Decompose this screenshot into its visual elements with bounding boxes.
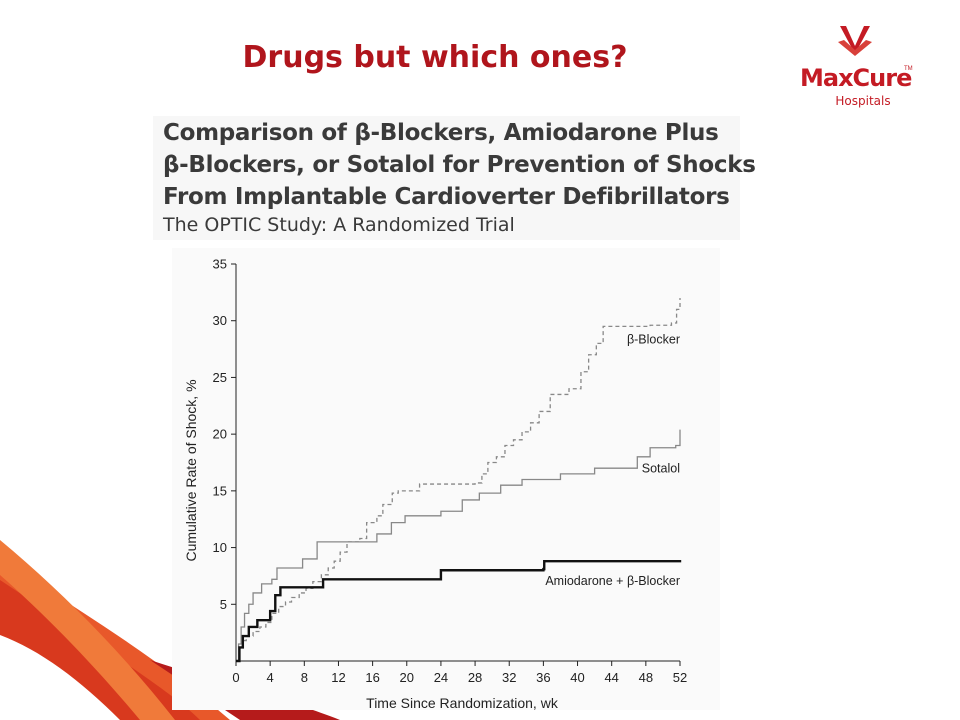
x-tick-label: 44: [604, 670, 618, 685]
x-tick-label: 28: [468, 670, 482, 685]
y-tick-label: 25: [213, 370, 227, 385]
x-tick-label: 20: [400, 670, 414, 685]
paper-subtitle: The OPTIC Study: A Randomized Trial: [163, 214, 515, 236]
y-tick-label: 15: [213, 483, 227, 498]
series-line-2: [236, 559, 682, 663]
x-tick-label: 52: [673, 670, 687, 685]
x-tick-label: 24: [434, 670, 448, 685]
x-tick-label: 0: [232, 670, 239, 685]
x-tick-label: 32: [502, 670, 516, 685]
shock-rate-chart: 0 4 8 12 16 20 24 28 32 36 40 44 48 525101520253035Ti…: [183, 257, 687, 711]
paper-title-line: From Implantable Cardioverter Defibrilla…: [163, 184, 730, 210]
y-tick-label: 35: [213, 257, 227, 272]
slide-title: Drugs but which ones?: [242, 40, 628, 75]
series-label: β-Blocker: [627, 332, 680, 346]
paper-title-block: Comparison of β-Blockers, Amiodarone Plu…: [153, 116, 756, 240]
paper-title-line: Comparison of β-Blockers, Amiodarone Plu…: [163, 120, 719, 146]
logo-trademark: TM: [904, 66, 913, 72]
butterfly-logo-icon: [838, 26, 872, 56]
series-label: Amiodarone + β-Blocker: [545, 574, 680, 588]
x-axis-title: Time Since Randomization, wk: [366, 695, 559, 710]
y-tick-label: 5: [220, 597, 227, 612]
x-tick-label: 12: [331, 670, 345, 685]
paper-title-line: β-Blockers, or Sotalol for Prevention of…: [163, 152, 756, 178]
y-tick-label: 10: [213, 540, 227, 555]
x-tick-label: 48: [639, 670, 653, 685]
series-line-0: [236, 298, 681, 662]
y-tick-label: 30: [213, 313, 227, 328]
x-tick-label: 8: [301, 670, 308, 685]
x-tick-label: 4: [267, 670, 274, 685]
maxcure-logo: MaxCure TM Hospitals: [800, 20, 913, 110]
x-tick-label: 16: [365, 670, 379, 685]
logo-subtitle: Hospitals: [835, 94, 891, 108]
series-label: Sotalol: [642, 461, 680, 475]
x-tick-label: 36: [536, 670, 550, 685]
chart-panel: 0 4 8 12 16 20 24 28 32 36 40 44 48 52 5 10 15 20 25 30 35 Ti…: [172, 248, 720, 710]
x-tick-label: 40: [570, 670, 584, 685]
series-line-1: [236, 429, 681, 662]
logo-name: MaxCure: [800, 64, 912, 92]
y-axis-title: Cumulative Rate of Shock, %: [183, 379, 199, 561]
y-tick-label: 20: [213, 427, 227, 442]
